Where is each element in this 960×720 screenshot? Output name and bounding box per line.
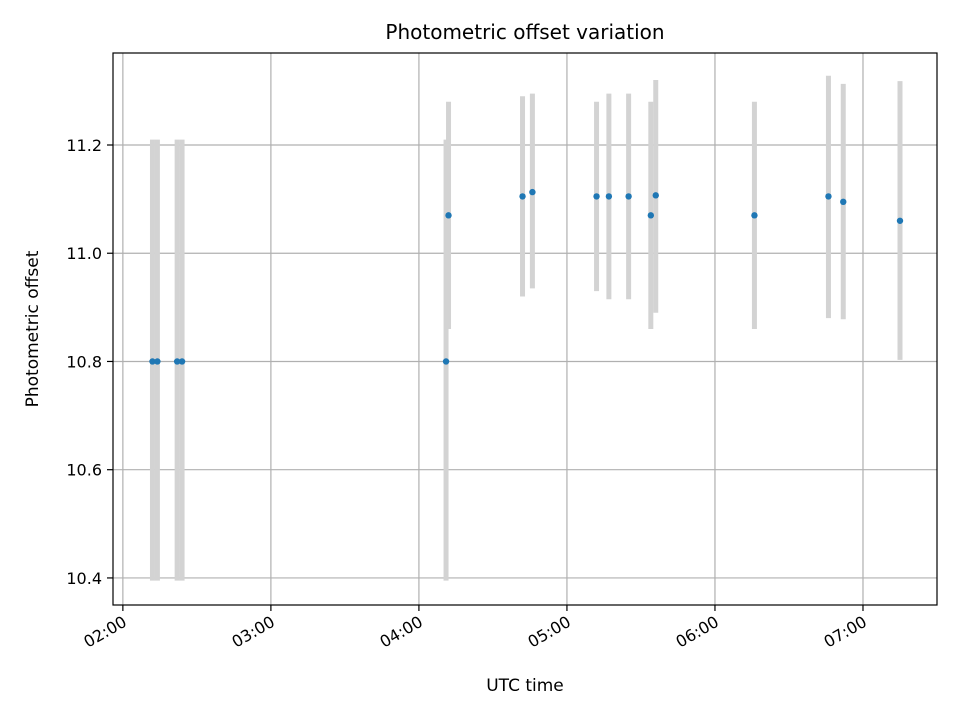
x-tick-label: 07:00: [821, 612, 870, 652]
x-axis-label: UTC time: [486, 676, 564, 696]
error-bars: [149, 75, 903, 581]
y-tick-label: 10.8: [66, 352, 102, 371]
y-tick-label: 10.4: [66, 569, 102, 588]
x-tick-label: 05:00: [525, 612, 574, 652]
data-point: [896, 217, 904, 224]
y-tick-label: 11.0: [66, 244, 102, 263]
chart-title: Photometric offset variation: [385, 20, 664, 44]
y-tick-label: 10.6: [66, 461, 102, 480]
data-point: [442, 358, 450, 365]
y-tick-label: 11.2: [66, 136, 102, 155]
data-point: [519, 193, 526, 200]
x-tick-label: 03:00: [228, 612, 277, 652]
x-tick-label: 06:00: [673, 612, 722, 652]
x-tick-label: 04:00: [376, 612, 425, 652]
data-point: [529, 188, 536, 196]
data-point: [825, 193, 832, 200]
data-point: [149, 358, 156, 365]
data-point: [625, 193, 632, 200]
y-axis-ticks: 10.4 10.6 10.8 11.0 11.2: [66, 136, 113, 588]
data-point: [647, 212, 655, 219]
x-axis-ticks: 02:00 03:00 04:00 05:00 06:00 07:00: [80, 605, 870, 652]
data-point: [840, 198, 847, 206]
data-point: [605, 193, 613, 200]
data-point: [445, 212, 452, 219]
data-points: [149, 188, 904, 365]
data-point: [751, 212, 758, 219]
x-tick-label: 02:00: [80, 612, 129, 652]
data-point: [154, 358, 161, 365]
data-point: [178, 358, 186, 365]
data-point: [652, 192, 659, 199]
y-axis-label: Photometric offset: [23, 250, 43, 407]
data-point: [173, 358, 181, 365]
plot-frame: [112, 52, 938, 606]
grid: [113, 53, 937, 605]
data-point: [593, 193, 600, 200]
